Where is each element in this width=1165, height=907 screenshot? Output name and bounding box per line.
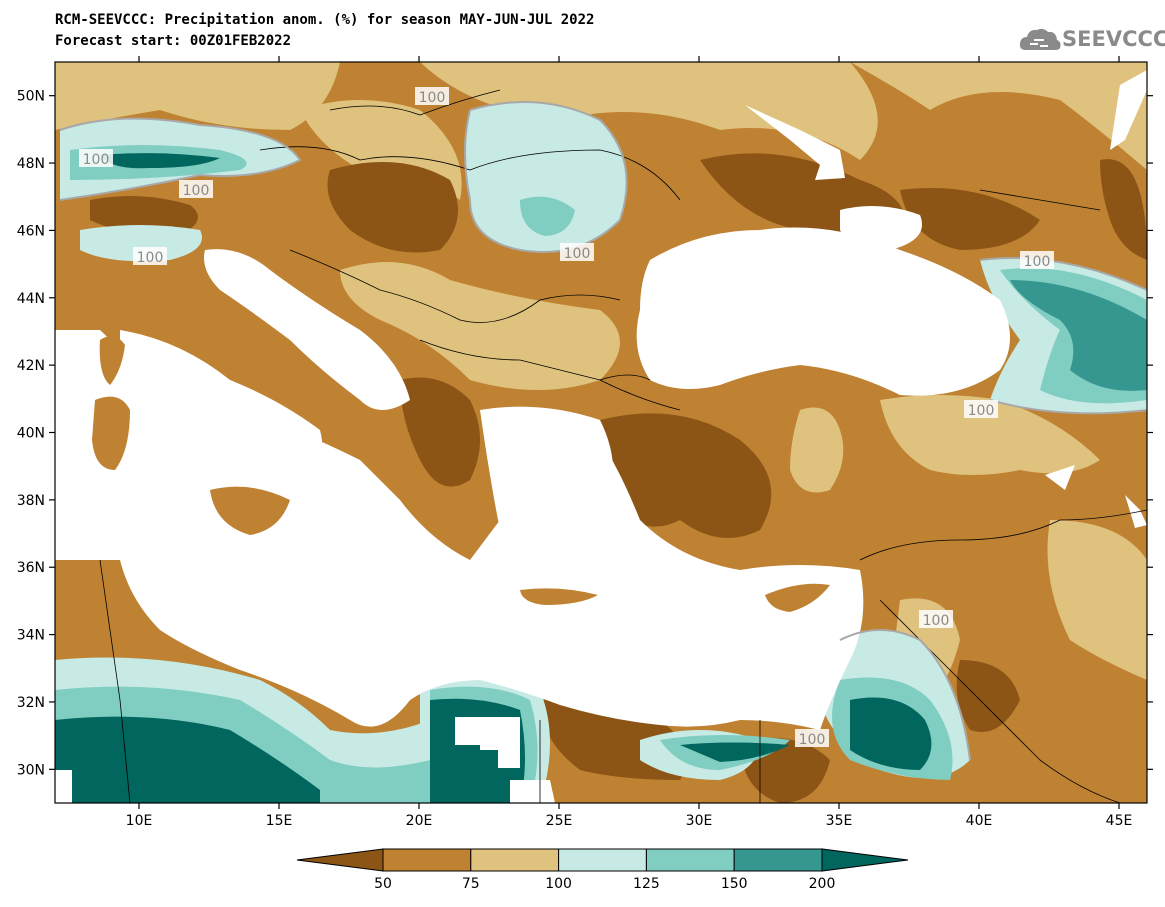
lon-label-20E: 20E: [406, 813, 433, 829]
lon-label-35E: 35E: [826, 813, 853, 829]
lon-label-30E: 30E: [686, 813, 713, 829]
lon-label-25E: 25E: [546, 813, 573, 829]
mask-libya-1: [455, 717, 520, 768]
colorbar-box-3: [645, 848, 735, 872]
field-region-turkey-dry: [597, 413, 772, 538]
lon-label-10E: 10E: [126, 813, 153, 829]
lat-label-38N: 38N: [17, 493, 45, 509]
contour-label-bg: [795, 729, 829, 747]
corsica: [99, 336, 125, 385]
field-region-caucasus-dry: [900, 188, 1040, 250]
contour-label-100: 100: [923, 613, 950, 629]
mask-caspian: [1110, 70, 1147, 150]
lat-label-46N: 46N: [17, 223, 45, 239]
lat-label-42N: 42N: [17, 358, 45, 374]
colorbar-box-0: [382, 848, 472, 872]
mask-turkey: [1045, 465, 1075, 490]
forecast-start-label: Forecast start: 00Z01FEB2022: [55, 33, 292, 49]
field-region-egypt-wettest: [680, 742, 790, 762]
contour-label-100: 100: [1024, 254, 1051, 270]
field-region-hungary-dry: [327, 162, 458, 253]
contour-label-100: 100: [968, 403, 995, 419]
adriatic-sea: [204, 249, 410, 410]
field-region-iran-dry: [1100, 159, 1147, 260]
black-sea: [636, 227, 1010, 396]
field-region-romania-wetter: [520, 196, 575, 236]
lon-label-15E: 15E: [266, 813, 293, 829]
field-region-alpine-south-wet: [80, 225, 202, 262]
colorbar-label-75: 75: [462, 876, 480, 892]
lat-label-30N: 30N: [17, 762, 45, 778]
sea-of-azov: [840, 206, 922, 250]
field-region-israel-wettest: [850, 697, 932, 770]
lat-label-40N: 40N: [17, 426, 45, 442]
colorbar-box-4: [733, 848, 823, 872]
field-region-central-turkey: [790, 407, 844, 493]
field-region-north-italy-dry: [90, 196, 198, 235]
cyprus: [765, 583, 830, 612]
field-region-arabia-dry: [956, 660, 1020, 732]
field-region-iraq: [1047, 520, 1147, 680]
colorbar-label-125: 125: [633, 876, 660, 892]
lat-label-48N: 48N: [17, 156, 45, 172]
field-region-austria-wettest: [100, 153, 220, 169]
field-region-georgia-wettest: [1010, 280, 1147, 391]
contour-label-bg: [179, 180, 213, 198]
contour-100: [59, 101, 1147, 761]
field-region-anatolia: [880, 395, 1100, 475]
contour-label-100: 100: [799, 732, 826, 748]
field-region-alps: [55, 62, 340, 130]
logo-text: SEEVCCC: [1062, 27, 1165, 51]
contour-label-100: 100: [183, 183, 210, 199]
lat-label-50N: 50N: [17, 89, 45, 105]
colorbar-label-150: 150: [721, 876, 748, 892]
field-region-northeast: [850, 62, 1147, 170]
contour-label-100: 100: [137, 250, 164, 266]
colorbar-label-50: 50: [374, 876, 392, 892]
mask-iran: [1125, 495, 1147, 528]
colorbar-label-100: 100: [545, 876, 572, 892]
tyrrhenian-sea: [120, 330, 323, 510]
contour-label-bg: [415, 87, 449, 105]
sardinia: [92, 396, 130, 470]
map-title: RCM-SEEVCCC: Precipitation anom. (%) for…: [55, 12, 595, 28]
field-region-north-ukraine: [420, 62, 878, 160]
contour-label-bg: [919, 610, 953, 628]
field-region-libya-wettest: [55, 716, 320, 803]
contour-label-100: 100: [419, 90, 446, 106]
contour-label-bg: [79, 149, 113, 167]
colorbar-label-200: 200: [809, 876, 836, 892]
field-region-greece-dry: [400, 377, 480, 487]
mask-west: [55, 770, 72, 803]
aegean-sea: [480, 406, 614, 560]
contour-label-bg: [1020, 251, 1054, 269]
lat-label-36N: 36N: [17, 560, 45, 576]
colorbar-high-triangle: [821, 848, 909, 872]
contour-label-100: 100: [83, 152, 110, 168]
contour-label-bg: [560, 243, 594, 261]
contour-label-100: 100: [564, 246, 591, 262]
colorbar-low-triangle: [296, 848, 384, 872]
lon-label-40E: 40E: [966, 813, 993, 829]
lat-label-44N: 44N: [17, 291, 45, 307]
mask-libya-2: [510, 780, 555, 803]
contour-label-bg: [964, 400, 998, 418]
crete: [520, 588, 598, 605]
contour-label-bg: [133, 247, 167, 265]
field-region-balkans: [340, 262, 620, 390]
colorbar-box-2: [558, 848, 647, 872]
lat-label-32N: 32N: [17, 695, 45, 711]
colorbar-box-1: [470, 848, 560, 872]
sicily: [210, 486, 290, 535]
field-region-romania-wet: [465, 102, 627, 252]
lat-label-34N: 34N: [17, 628, 45, 644]
lon-label-45E: 45E: [1106, 813, 1133, 829]
mask-russia: [745, 105, 845, 180]
seevccc-cloud-logo-icon: [1019, 28, 1061, 50]
